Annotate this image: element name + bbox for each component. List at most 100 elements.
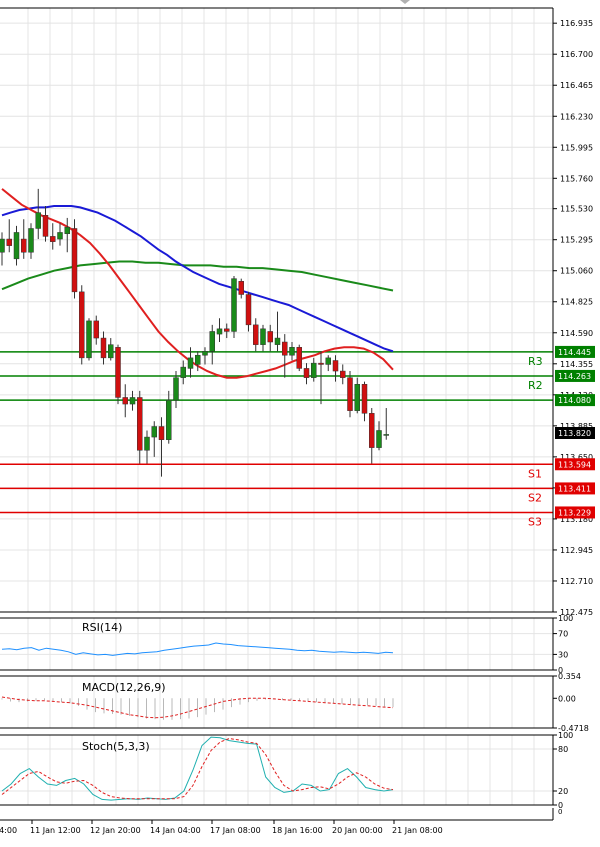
candle-body xyxy=(64,226,70,235)
candle-body xyxy=(253,324,259,345)
candle-body xyxy=(151,426,157,438)
stoch-tick-label: 20 xyxy=(558,787,568,796)
macd-title: MACD(12,26,9) xyxy=(82,681,166,694)
current-price-box xyxy=(555,427,595,439)
candle-body xyxy=(340,370,346,378)
pivot-level-box xyxy=(555,394,595,407)
candle-body xyxy=(296,347,302,369)
pivot-level-value: 113.229 xyxy=(558,508,591,517)
time-tick-label: 20 Jan 00:00 xyxy=(332,826,383,835)
candle-body xyxy=(13,232,20,260)
candle-body xyxy=(332,360,339,372)
stoch-tick-label: 80 xyxy=(558,745,568,754)
candle-body xyxy=(71,228,78,293)
time-x-axis: 04:00 11 Jan 12:00 12 Jan 20:00 14 Jan 04:0… xyxy=(0,820,443,835)
pivot-level-value: 114.080 xyxy=(558,396,591,405)
pivot-level-box xyxy=(555,345,595,358)
corner-zero-label: 0 xyxy=(558,808,562,816)
price-tick-label: 115.060 xyxy=(560,267,593,276)
candle-body xyxy=(216,328,223,335)
price-tick-label: 112.945 xyxy=(560,546,593,555)
candle-body xyxy=(376,430,382,448)
candle-body xyxy=(42,215,49,237)
candle-body xyxy=(224,328,230,332)
candle-body xyxy=(347,377,353,411)
pivot-level-name: S2 xyxy=(528,491,542,504)
scroll-arrow-icon[interactable] xyxy=(400,0,410,4)
stoch-tick-label: 100 xyxy=(558,731,573,740)
pivot-level-name: S3 xyxy=(528,515,542,528)
candle-body xyxy=(303,368,310,378)
candle-body xyxy=(57,232,63,240)
rsi-line xyxy=(1,642,394,656)
candle-body xyxy=(166,399,172,440)
candle-body xyxy=(383,434,389,436)
price-tick-label: 114.590 xyxy=(560,329,593,338)
price-panel: 116.935 116.700 116.465 116.230 115.995 115.7… xyxy=(0,19,595,617)
candle-body xyxy=(289,347,295,356)
moving-average-blue xyxy=(1,205,394,353)
time-tick-label: 04:00 xyxy=(0,826,17,835)
candle-body xyxy=(50,236,56,242)
chart-grid xyxy=(0,8,553,805)
price-tick-label: 115.995 xyxy=(560,143,593,152)
candle-body xyxy=(86,320,92,359)
candlesticks xyxy=(0,188,389,477)
candle-body xyxy=(122,397,128,405)
candle-body xyxy=(274,337,281,345)
stoch-panel: Stoch(5,3,3) 100 80 20 0 xyxy=(1,731,573,810)
price-tick-label: 112.710 xyxy=(560,577,593,586)
pivot-level-labels: 114.445 R3 114.263 R2 114.080 113.594 S1 113.41… xyxy=(528,345,595,528)
candle-body xyxy=(93,320,99,339)
candle-body xyxy=(260,328,266,345)
price-tick-label: 116.700 xyxy=(560,50,593,59)
candle-body xyxy=(311,362,317,378)
candle-body xyxy=(79,291,85,359)
stoch-tick-label: 0 xyxy=(558,801,563,810)
candle-body xyxy=(6,238,12,246)
candle-body xyxy=(267,331,273,343)
pivot-level-value: 113.411 xyxy=(558,484,591,493)
candle-body xyxy=(369,413,375,448)
rsi-y-axis: 100 70 30 0 xyxy=(553,614,573,675)
candle-body xyxy=(0,238,5,253)
current-price-label: 113.820 xyxy=(558,429,591,438)
candle-body xyxy=(35,212,41,229)
price-tick-label: 114.355 xyxy=(560,360,593,369)
moving-average-green xyxy=(1,260,394,292)
candle-body xyxy=(245,294,252,326)
price-tick-label: 113.180 xyxy=(560,515,593,524)
candle-body xyxy=(180,366,186,378)
price-tick-label: 115.760 xyxy=(560,174,593,183)
rsi-tick-label: 0 xyxy=(558,666,563,675)
time-tick-label: 12 Jan 20:00 xyxy=(90,826,141,835)
rsi-tick-label: 30 xyxy=(558,650,568,659)
price-tick-label: 116.465 xyxy=(560,81,593,90)
price-tick-label: 115.295 xyxy=(560,236,593,245)
price-tick-label: 115.530 xyxy=(560,205,593,214)
price-tick-label: 112.475 xyxy=(560,608,593,617)
candle-body xyxy=(100,337,107,359)
macd-tick-label: 0.354 xyxy=(558,672,581,681)
candle-body xyxy=(129,397,136,405)
macd-tick-label: 0.00 xyxy=(558,694,576,703)
price-tick-label: 113.650 xyxy=(560,453,593,462)
pivot-level-name: R2 xyxy=(528,379,543,392)
rsi-title: RSI(14) xyxy=(82,621,122,634)
rsi-panel: RSI(14) 100 70 30 0 xyxy=(1,614,573,675)
price-tick-label: 116.230 xyxy=(560,112,593,121)
candle-body xyxy=(361,384,368,414)
pivot-level-box xyxy=(555,458,595,471)
pivot-level-value: 113.594 xyxy=(558,460,591,469)
candle-body xyxy=(108,344,114,359)
macd-histogram xyxy=(1,698,394,720)
pivot-level-name: S1 xyxy=(528,467,542,480)
candle-body xyxy=(144,436,150,451)
pivot-level-value: 114.263 xyxy=(558,372,591,381)
candle-body xyxy=(318,362,324,365)
candle-body xyxy=(137,397,143,451)
candle-body xyxy=(28,228,34,253)
pivot-level-name: R3 xyxy=(528,355,543,368)
macd-tick-label: -0.4718 xyxy=(558,724,589,733)
candle-body xyxy=(21,238,27,253)
